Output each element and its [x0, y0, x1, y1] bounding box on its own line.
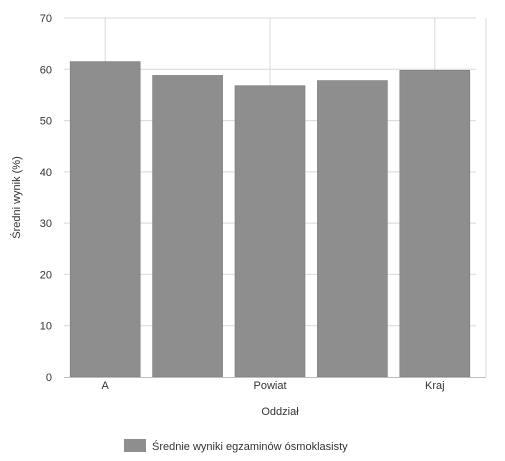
- bar: [234, 85, 306, 378]
- y-tick-label: 40: [40, 167, 52, 179]
- bar: [317, 80, 388, 378]
- x-tick-labels: A Powiat Kraj: [102, 380, 445, 392]
- bar: [399, 70, 471, 378]
- y-tick-label: 20: [40, 269, 52, 281]
- x-tick-label: Powiat: [253, 380, 286, 392]
- y-tick-label: 10: [40, 321, 52, 333]
- legend: Średnie wyniki egzaminów ósmoklasisty: [124, 439, 348, 453]
- y-axis-title: Średni wynik (%): [10, 156, 23, 239]
- x-tick-label: A: [102, 380, 110, 392]
- y-tick-labels: 0 10 20 30 40 50 60 70: [40, 13, 52, 384]
- x-axis-title: Oddział: [261, 406, 299, 418]
- legend-label: Średnie wyniki egzaminów ósmoklasisty: [152, 440, 348, 453]
- x-tick-label: Kraj: [425, 380, 445, 392]
- bars: [69, 61, 471, 378]
- y-tick-label: 70: [40, 13, 52, 25]
- y-tick-label: 50: [40, 116, 52, 128]
- bar: [152, 75, 223, 378]
- legend-swatch: [124, 439, 146, 452]
- y-tick-label: 0: [46, 372, 52, 384]
- bar: [69, 61, 141, 378]
- y-tick-label: 60: [40, 64, 52, 76]
- y-tick-label: 30: [40, 218, 52, 230]
